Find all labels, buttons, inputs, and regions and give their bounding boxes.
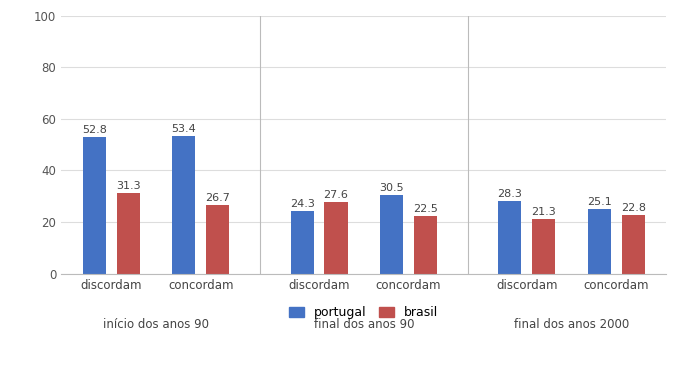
Bar [622, 215, 645, 274]
Text: 28.3: 28.3 [498, 188, 522, 199]
Bar [324, 203, 347, 274]
Text: 25.1: 25.1 [587, 197, 612, 207]
Text: final dos anos 90: final dos anos 90 [313, 318, 414, 331]
Bar [498, 201, 522, 274]
Text: 24.3: 24.3 [290, 199, 315, 209]
Bar [83, 138, 106, 274]
Text: 53.4: 53.4 [171, 124, 197, 134]
Legend: portugal, brasil: portugal, brasil [284, 301, 443, 324]
Bar [588, 209, 611, 274]
Text: 21.3: 21.3 [531, 207, 556, 217]
Text: 26.7: 26.7 [205, 193, 230, 203]
Bar [414, 215, 437, 274]
Bar [206, 205, 229, 274]
Text: 52.8: 52.8 [82, 126, 107, 135]
Bar [172, 136, 195, 274]
Bar [532, 219, 556, 274]
Text: 27.6: 27.6 [324, 190, 348, 201]
Text: 30.5: 30.5 [379, 183, 404, 193]
Text: 22.5: 22.5 [413, 204, 438, 213]
Bar [117, 193, 140, 274]
Text: início dos anos 90: início dos anos 90 [103, 318, 209, 331]
Text: 31.3: 31.3 [116, 181, 141, 191]
Text: final dos anos 2000: final dos anos 2000 [514, 318, 629, 331]
Bar [290, 211, 313, 274]
Bar [380, 195, 403, 274]
Text: 22.8: 22.8 [621, 203, 646, 213]
